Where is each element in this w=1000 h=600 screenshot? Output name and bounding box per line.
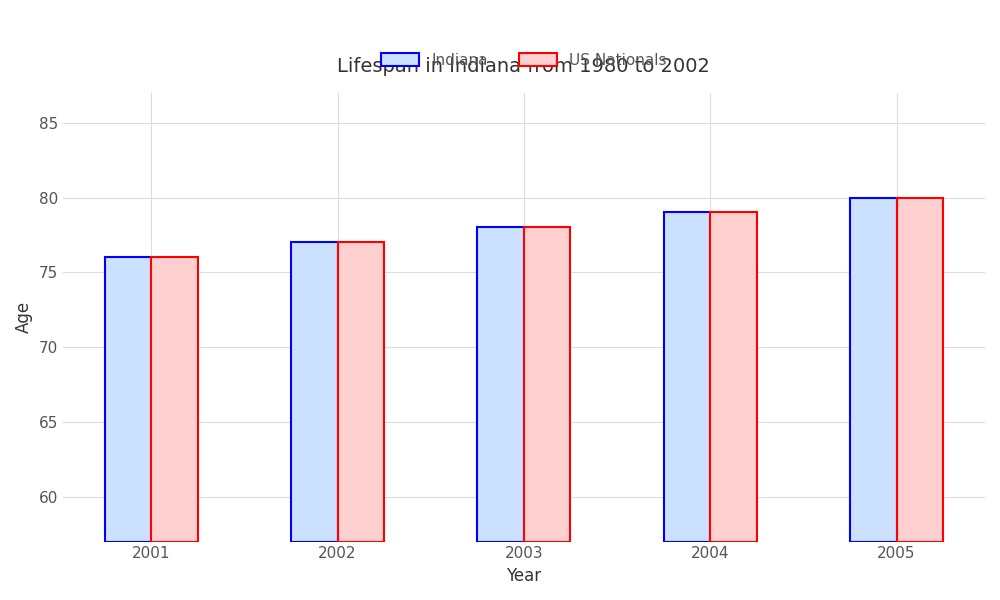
Bar xyxy=(151,257,198,542)
Legend: Indiana, US Nationals: Indiana, US Nationals xyxy=(375,47,673,74)
Bar xyxy=(850,197,897,542)
Bar xyxy=(338,242,384,542)
Bar xyxy=(524,227,570,542)
Bar xyxy=(897,197,943,542)
Bar xyxy=(710,212,757,542)
Bar xyxy=(664,212,710,542)
Y-axis label: Age: Age xyxy=(15,301,33,333)
Bar xyxy=(291,242,338,542)
Title: Lifespan in Indiana from 1980 to 2002: Lifespan in Indiana from 1980 to 2002 xyxy=(337,57,710,76)
Bar xyxy=(477,227,524,542)
Bar xyxy=(105,257,151,542)
X-axis label: Year: Year xyxy=(506,567,541,585)
